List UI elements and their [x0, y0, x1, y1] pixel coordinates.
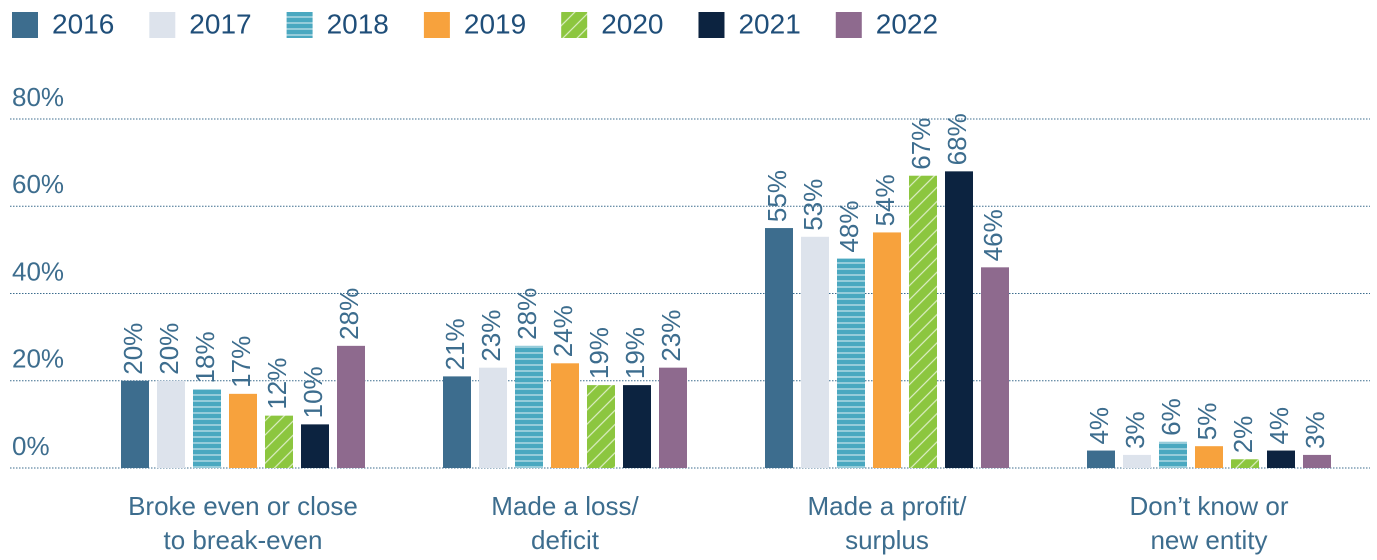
bar	[837, 258, 865, 468]
bar	[337, 345, 365, 468]
x-tick-label: new entity	[1150, 525, 1267, 555]
legend-label: 2019	[464, 8, 526, 39]
value-label: 28%	[334, 288, 364, 340]
legend-label: 2017	[189, 8, 251, 39]
y-tick-label: 80%	[12, 82, 64, 112]
legend-label: 2021	[738, 8, 800, 39]
value-label: 23%	[656, 310, 686, 362]
bar	[1159, 441, 1187, 468]
value-label: 68%	[942, 113, 972, 165]
value-label: 21%	[440, 318, 470, 370]
value-label: 4%	[1084, 407, 1114, 445]
value-label: 18%	[190, 331, 220, 383]
x-tick-label: Don’t know or	[1130, 491, 1289, 521]
value-label: 19%	[584, 327, 614, 379]
bar	[515, 345, 543, 468]
value-label: 20%	[118, 323, 148, 375]
y-tick-label: 0%	[12, 431, 50, 461]
bar	[623, 385, 651, 468]
legend-swatch	[561, 12, 588, 38]
value-label: 10%	[298, 366, 328, 418]
bar	[157, 380, 185, 468]
bar	[945, 171, 973, 468]
bar	[801, 236, 829, 468]
x-tick-label: deficit	[531, 525, 600, 555]
bar	[981, 267, 1009, 468]
bar	[301, 424, 329, 468]
y-tick-label: 60%	[12, 169, 64, 199]
bar	[659, 367, 687, 468]
bar	[1303, 454, 1331, 468]
bar	[121, 380, 149, 468]
value-label: 46%	[978, 209, 1008, 261]
value-label: 17%	[226, 336, 256, 388]
value-label: 3%	[1300, 411, 1330, 449]
bar	[265, 415, 293, 468]
legend-swatch	[12, 12, 38, 38]
value-label: 23%	[476, 310, 506, 362]
value-label: 12%	[262, 358, 292, 410]
value-label: 54%	[870, 174, 900, 226]
bar	[1267, 450, 1295, 468]
legend-label: 2018	[327, 8, 389, 39]
value-label: 4%	[1264, 407, 1294, 445]
value-label: 48%	[834, 201, 864, 253]
bar	[551, 363, 579, 468]
legend-swatch	[423, 12, 450, 38]
legend-label: 2022	[876, 8, 938, 39]
bar	[443, 376, 471, 468]
x-tick-label: Made a loss/	[491, 491, 639, 521]
bar	[1123, 454, 1151, 468]
legend-swatch	[835, 12, 862, 38]
value-label: 20%	[154, 323, 184, 375]
x-tick-label: Broke even or close	[128, 491, 358, 521]
value-label: 24%	[548, 305, 578, 357]
value-label: 6%	[1156, 398, 1186, 436]
bar	[229, 393, 257, 468]
legend-label: 2016	[52, 8, 114, 39]
x-tick-label: to break-even	[164, 525, 323, 555]
value-label: 5%	[1192, 403, 1222, 441]
y-tick-label: 40%	[12, 256, 64, 286]
value-label: 55%	[762, 170, 792, 222]
value-label: 19%	[620, 327, 650, 379]
bar	[873, 232, 901, 468]
legend-swatch	[149, 12, 176, 38]
bar	[479, 367, 507, 468]
value-label: 28%	[512, 288, 542, 340]
legend-label: 2020	[601, 8, 663, 39]
value-label: 3%	[1120, 411, 1150, 449]
bar	[1195, 446, 1223, 468]
value-label: 53%	[798, 179, 828, 231]
x-tick-label: surplus	[845, 525, 929, 555]
bar	[1231, 459, 1259, 468]
value-label: 2%	[1228, 416, 1258, 454]
bar	[193, 389, 221, 468]
value-label: 67%	[906, 118, 936, 170]
x-tick-label: Made a profit/	[808, 491, 968, 521]
legend-swatch	[698, 12, 725, 38]
y-tick-label: 20%	[12, 344, 64, 374]
bar	[909, 175, 937, 468]
legend-swatch	[286, 12, 313, 38]
bar	[1087, 450, 1115, 468]
bar	[765, 228, 793, 468]
bar	[587, 385, 615, 468]
